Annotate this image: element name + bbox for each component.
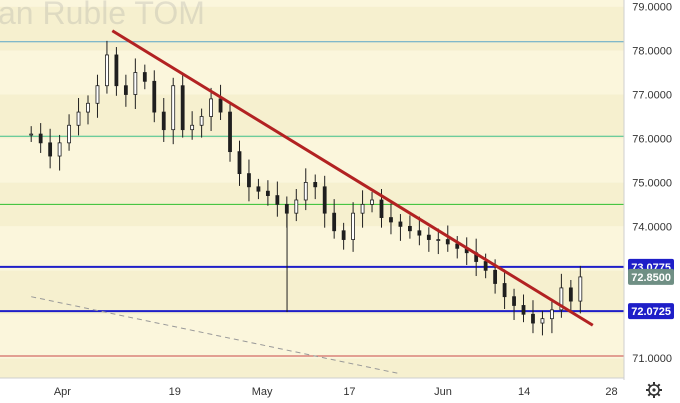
- candle-body: [360, 203, 365, 214]
- candle-body: [455, 243, 460, 249]
- candle-body: [275, 195, 280, 205]
- y-tick-label: 76.0000: [632, 133, 672, 145]
- gear-icon[interactable]: [646, 382, 662, 398]
- candle-body: [180, 85, 185, 131]
- candlesticks: [29, 40, 583, 336]
- candle-body: [190, 124, 195, 131]
- candle-body: [218, 98, 223, 113]
- background-band: [0, 50, 624, 95]
- level-price-label-bg: [628, 303, 674, 320]
- background-band: [0, 6, 624, 51]
- candle-body: [57, 142, 62, 157]
- candle-body: [247, 173, 251, 188]
- candle-body: [256, 186, 261, 192]
- time-axis: Apr 19 May 17 Jun 14 28: [54, 386, 618, 398]
- candle-body: [209, 98, 213, 117]
- candle-body: [294, 199, 299, 214]
- trendline: [111, 29, 594, 327]
- candle-body: [445, 239, 450, 245]
- y-tick-label: 77.0000: [632, 90, 672, 102]
- candle-body: [171, 85, 176, 131]
- candle-body: [114, 54, 119, 87]
- level-price-label: 72.0725: [631, 306, 671, 318]
- candle-body: [351, 212, 355, 240]
- candle-body: [521, 305, 526, 315]
- x-tick-label: Apr: [54, 386, 71, 398]
- background-band: [0, 0, 624, 7]
- candle-body: [313, 182, 318, 188]
- candle-body: [332, 212, 337, 232]
- x-tick-label: 28: [605, 386, 617, 398]
- horizontal-levels: [0, 41, 624, 357]
- background-band: [0, 314, 624, 359]
- resistance-trendline: [111, 29, 594, 327]
- candle-body: [105, 54, 109, 87]
- candle-body: [568, 287, 573, 302]
- candle-body: [436, 239, 441, 241]
- candle-body: [540, 318, 545, 324]
- background-bands: [0, 0, 624, 378]
- candle-body: [48, 142, 53, 157]
- candle-body: [550, 309, 554, 320]
- y-tick-label: 78.0000: [632, 46, 672, 58]
- candle-body: [389, 217, 393, 223]
- candle-body: [161, 111, 166, 131]
- background-band: [0, 358, 624, 378]
- candle-body: [67, 124, 71, 144]
- y-tick-label: 71.0000: [632, 353, 672, 365]
- candle-body: [408, 225, 412, 232]
- x-tick-label: 14: [518, 386, 530, 398]
- candle-body: [228, 111, 232, 153]
- candle-body: [86, 102, 90, 113]
- candle-body: [38, 133, 43, 144]
- candle-body: [379, 199, 384, 218]
- candle-body: [199, 116, 204, 126]
- candle-body: [426, 234, 431, 240]
- x-tick-label: Jun: [434, 386, 452, 398]
- background-band: [0, 270, 624, 315]
- background-band: [0, 138, 624, 183]
- candle-body: [152, 80, 157, 113]
- candle-body: [341, 230, 346, 240]
- candle-body: [237, 151, 242, 175]
- candle-body: [578, 276, 583, 302]
- x-tick-label: 19: [169, 386, 181, 398]
- candle-body: [502, 283, 507, 298]
- candle-body: [29, 133, 34, 136]
- candle-body: [95, 85, 100, 104]
- y-tick-label: 74.0000: [632, 221, 672, 233]
- candle-body: [76, 111, 81, 126]
- candle-body: [322, 186, 327, 214]
- candle-body: [531, 313, 535, 324]
- chart-watermark: an Ruble TOM: [0, 0, 205, 31]
- candle-body: [265, 190, 270, 196]
- candle-body: [398, 221, 403, 227]
- candle-body: [142, 72, 147, 82]
- candle-body: [370, 199, 374, 205]
- candle-body: [284, 203, 289, 214]
- candle-body: [303, 182, 308, 201]
- y-tick-label: 75.0000: [632, 177, 672, 189]
- candle-body: [483, 261, 488, 271]
- x-tick-label: 17: [343, 386, 355, 398]
- candle-body: [133, 72, 138, 95]
- current-price-label: 72.8500: [631, 272, 671, 284]
- candle-body: [512, 296, 516, 306]
- y-tick-label: 79.0000: [632, 2, 672, 14]
- current-price-label-bg: [628, 268, 674, 285]
- candle-body: [493, 269, 498, 284]
- candle-body: [417, 230, 422, 236]
- background-band: [0, 94, 624, 139]
- x-tick-label: May: [252, 386, 273, 398]
- candle-body: [123, 85, 128, 95]
- candle-body: [559, 287, 564, 311]
- background-band: [0, 226, 624, 271]
